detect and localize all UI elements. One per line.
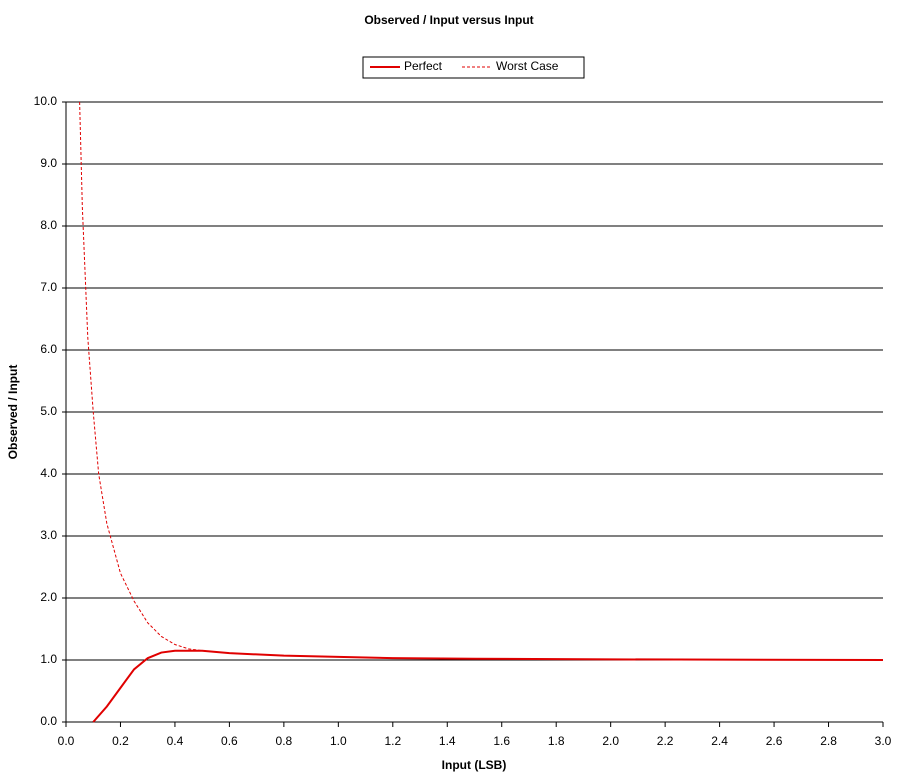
data-line bbox=[79, 101, 230, 654]
y-tick-label: 10.0 bbox=[34, 94, 58, 108]
x-tick-label: 0.2 bbox=[112, 734, 129, 748]
x-tick-label: 0.4 bbox=[167, 734, 184, 748]
y-axis-label: Observed / Input bbox=[6, 365, 20, 460]
x-tick-label: 3.0 bbox=[875, 734, 892, 748]
data-line bbox=[92, 649, 884, 723]
y-tick-label: 1.0 bbox=[40, 652, 57, 666]
x-tick-label: 0.0 bbox=[58, 734, 75, 748]
x-tick-label: 1.0 bbox=[330, 734, 347, 748]
x-tick-label: 2.2 bbox=[657, 734, 674, 748]
chart-title: Observed / Input versus Input bbox=[364, 13, 533, 27]
x-tick-label: 1.6 bbox=[493, 734, 510, 748]
legend-label: Worst Case bbox=[496, 59, 559, 73]
x-tick-label: 2.8 bbox=[820, 734, 837, 748]
x-tick-label: 2.6 bbox=[766, 734, 783, 748]
y-tick-label: 7.0 bbox=[40, 280, 57, 294]
y-tick-label: 8.0 bbox=[40, 218, 57, 232]
x-tick-label: 1.8 bbox=[548, 734, 565, 748]
x-tick-label: 2.4 bbox=[711, 734, 728, 748]
x-tick-label: 0.6 bbox=[221, 734, 238, 748]
x-tick-label: 2.0 bbox=[602, 734, 619, 748]
y-tick-label: 3.0 bbox=[40, 528, 57, 542]
y-tick-label: 9.0 bbox=[40, 156, 57, 170]
legend-label: Perfect bbox=[404, 59, 443, 73]
x-tick-label: 0.8 bbox=[276, 734, 293, 748]
x-axis-label: Input (LSB) bbox=[442, 758, 507, 772]
y-tick-label: 2.0 bbox=[40, 590, 57, 604]
y-tick-label: 6.0 bbox=[40, 342, 57, 356]
y-tick-label: 4.0 bbox=[40, 466, 57, 480]
x-tick-label: 1.4 bbox=[439, 734, 456, 748]
y-tick-label: 0.0 bbox=[40, 714, 57, 728]
y-tick-label: 5.0 bbox=[40, 404, 57, 418]
x-tick-label: 1.2 bbox=[384, 734, 401, 748]
